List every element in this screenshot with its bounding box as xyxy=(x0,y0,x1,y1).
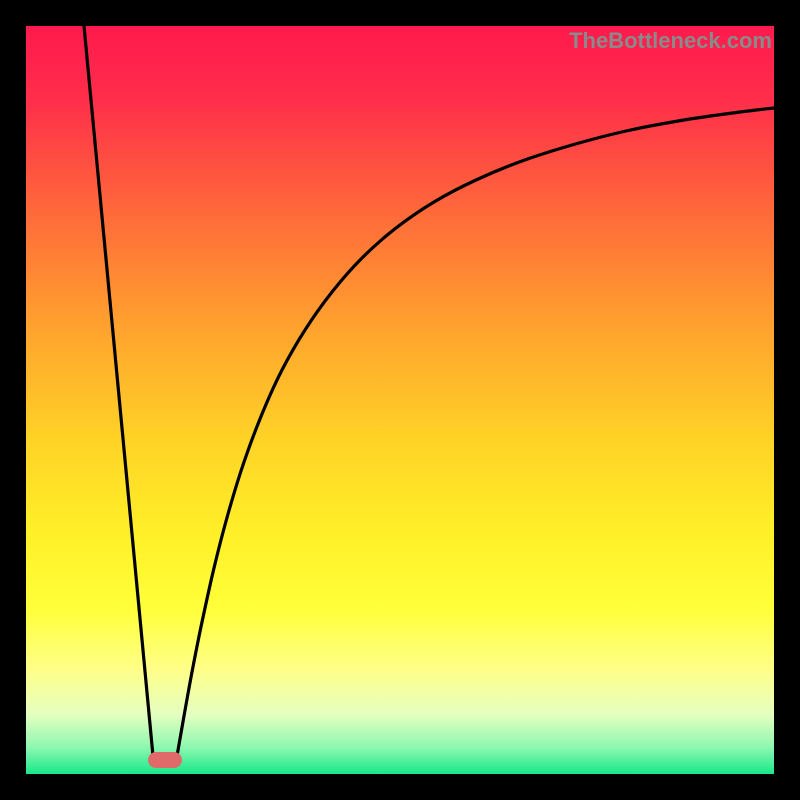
chart-container: TheBottleneck.com xyxy=(0,0,800,800)
right-branch-curve xyxy=(177,108,774,756)
left-branch-line xyxy=(84,26,153,756)
watermark-text: TheBottleneck.com xyxy=(569,28,772,54)
curve-layer xyxy=(0,0,800,800)
valley-marker xyxy=(148,752,182,768)
